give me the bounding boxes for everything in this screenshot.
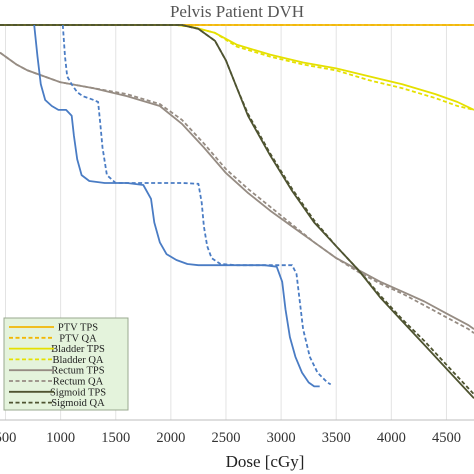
x-tick-label: 3000 [267,430,296,446]
chart-title: Pelvis Patient DVH [170,2,304,21]
series-line-8 [33,24,320,388]
legend-label: Bladder QA [52,355,103,366]
legend-label: Sigmoid QA [51,398,105,409]
legend-item: Rectum TPS [9,366,105,377]
legend-item: Sigmoid QA [9,398,105,409]
legend-label: Rectum QA [53,377,104,388]
series-line-5 [0,51,474,334]
legend-item: Bladder TPS [9,344,105,355]
x-tick-label: 1000 [46,430,75,446]
x-tick-label: 3500 [322,430,351,446]
legend-label: Bladder TPS [51,344,105,355]
x-tick-label: 4000 [377,430,406,446]
x-tick-label: 500 [0,430,16,446]
legend-label: Rectum TPS [51,366,104,377]
x-tick-labels: 500 1000 1500 2000 2500 3000 3500 4000 4500 [0,430,461,446]
x-tick-label: 4500 [432,430,461,446]
legend-label: PTV TPS [58,323,98,334]
legend-item: Rectum QA [9,377,104,388]
x-axis-label: Dose [cGy] [226,452,305,471]
x-tick-label: 2000 [156,430,185,446]
legend-item: Sigmoid TPS [9,387,106,398]
legend-item: Bladder QA [9,355,104,366]
series-line-9 [61,24,332,386]
series-layer [0,24,474,399]
x-tick-label: 2500 [211,430,240,446]
legend-label: PTV QA [59,333,97,344]
series-line-7 [0,24,474,395]
x-tick-label: 1500 [101,430,130,446]
legend-item: PTV TPS [9,323,98,334]
gridlines [5,25,447,420]
legend-item: PTV QA [9,333,97,344]
legend-label: Sigmoid TPS [50,387,106,398]
legend-box [3,317,129,411]
